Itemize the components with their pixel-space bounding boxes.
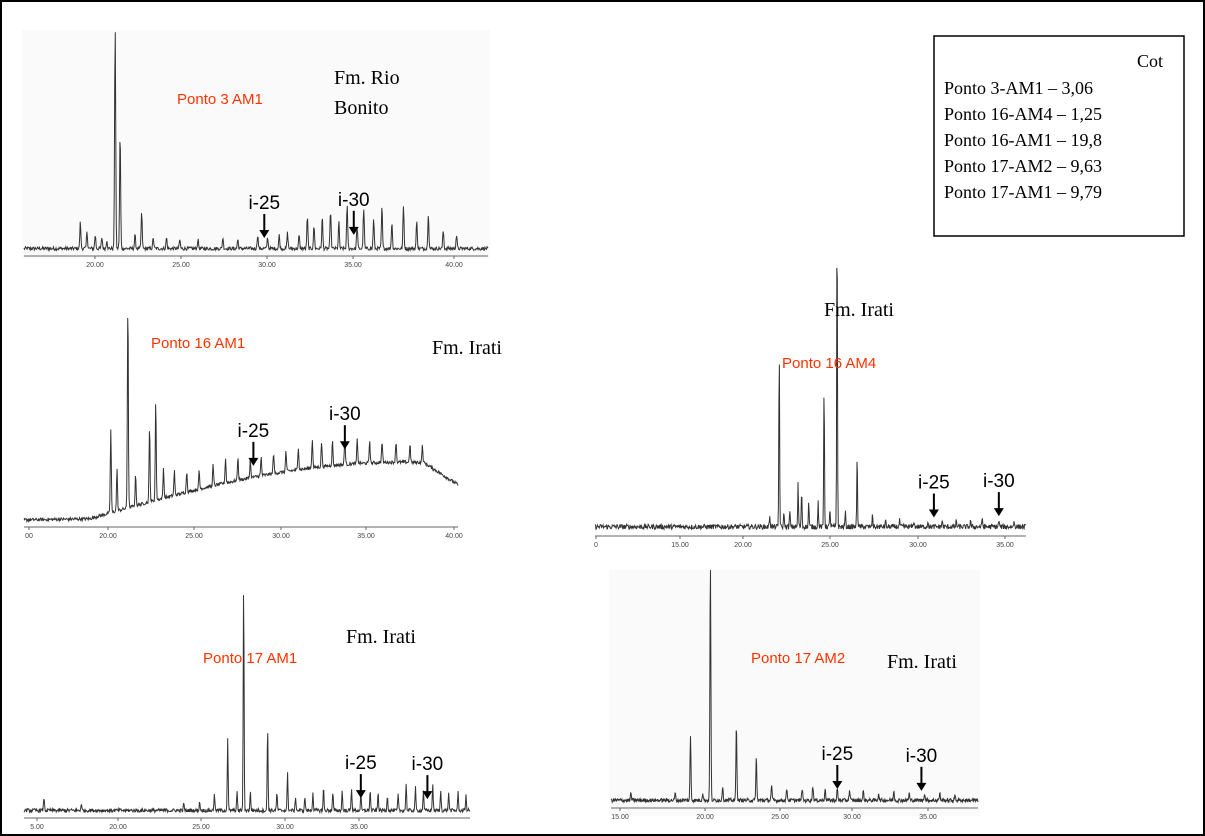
legend-row: Ponto 16-AM1 – 19,8	[944, 130, 1102, 150]
x-tick-label: 25.00	[821, 542, 839, 549]
arrow-head	[355, 790, 366, 799]
legend-row: Ponto 16-AM4 – 1,25	[944, 104, 1102, 124]
arrow-label: i-30	[412, 754, 444, 775]
x-tick-label: 5.00	[30, 824, 44, 831]
arrow-head	[916, 782, 927, 791]
x-tick-label: 35.00	[344, 262, 362, 269]
arrow-label: i-30	[906, 746, 938, 767]
x-tick-label: 20.00	[86, 262, 104, 269]
cot-legend: Cot Ponto 3-AM1 – 3,06 Ponto 16-AM4 – 1,…	[933, 35, 1185, 237]
chromatogram-panel: 15.00 20.00 25.00 30.00 35.00 i-25 i-30	[609, 570, 980, 821]
formation-label: Fm. Irati	[346, 626, 416, 648]
chromatogram-panel: 0 15.00 20.00 25.00 30.00 35.00 i-25 i-30	[594, 267, 1027, 549]
sample-label: Ponto 17 AM2	[751, 650, 845, 667]
x-tick-label: 25.00	[771, 814, 789, 821]
x-tick-label: 15.00	[611, 814, 629, 821]
legend-row: Ponto 17-AM1 – 9,79	[944, 182, 1102, 202]
legend-row: Ponto 17-AM2 – 9,63	[944, 156, 1102, 176]
arrow-label: i-25	[248, 193, 280, 214]
legend-title: Cot	[1137, 51, 1163, 71]
x-tick-label: 35.00	[357, 533, 375, 540]
legend-row: Ponto 3-AM1 – 3,06	[944, 78, 1093, 98]
arrow-head	[993, 508, 1004, 517]
arrow-head	[832, 781, 843, 790]
legend-box	[933, 35, 1185, 237]
sample-label: Ponto 16 AM4	[782, 355, 876, 372]
formation-label: Fm. Rio	[334, 67, 400, 89]
x-tick-label: 30.00	[276, 824, 294, 831]
x-tick-label: 40.00	[445, 262, 463, 269]
arrow-head	[348, 226, 359, 235]
x-tick-label: 20.00	[696, 814, 714, 821]
formation-label: Fm. Irati	[887, 651, 957, 673]
arrow-head	[259, 229, 270, 238]
chromatogram-trace	[23, 32, 489, 253]
arrow-head	[928, 509, 939, 518]
formation-label: Fm. Irati	[824, 299, 894, 321]
sample-label: Ponto 3 AM1	[177, 91, 263, 108]
arrow-head	[248, 457, 259, 466]
formation-label: Bonito	[334, 97, 388, 119]
sample-label: Ponto 17 AM1	[203, 650, 297, 667]
panel-backdrop	[22, 30, 490, 258]
arrow-label: i-30	[338, 190, 370, 211]
x-tick-label: 25.00	[172, 262, 190, 269]
x-tick-label: 15.00	[671, 542, 689, 549]
chromatogram-trace	[23, 317, 459, 524]
x-tick-label: 0	[594, 542, 598, 549]
arrow-head	[422, 791, 433, 800]
x-tick-label: 20.00	[734, 542, 752, 549]
arrow-head	[339, 441, 350, 450]
x-tick-label: 30.00	[843, 814, 861, 821]
panel-backdrop	[609, 570, 980, 816]
x-tick-label: 20.00	[109, 824, 127, 831]
x-tick-label: 20.00	[99, 533, 117, 540]
formation-label: Fm. Irati	[432, 337, 502, 359]
chromatogram-trace	[23, 595, 471, 815]
x-tick-label: 35.00	[996, 542, 1014, 549]
x-tick-label: 25.00	[185, 533, 203, 540]
arrow-label: i-25	[345, 753, 377, 774]
x-tick-label: 30.00	[909, 542, 927, 549]
x-tick-label: 35.00	[919, 814, 937, 821]
arrow-label: i-30	[329, 404, 361, 425]
chromatogram-panel: 20.00 25.00 30.00 35.00 40.00 i-25 i-30	[22, 30, 490, 269]
x-tick-label: 00	[25, 533, 33, 540]
x-tick-label: 40.00	[445, 533, 463, 540]
x-tick-label: 30.00	[258, 262, 276, 269]
arrow-label: i-30	[983, 471, 1015, 492]
chromatogram-panel: 00 20.00 25.00 30.00 35.00 40.00 i-25 i-30	[23, 317, 463, 540]
chromatogram-trace	[594, 267, 1027, 532]
arrow-label: i-25	[918, 473, 950, 494]
arrow-label: i-25	[821, 744, 853, 765]
chromatogram-panel: 5.00 20.00 25.00 30.00 35.00 i-25 i-30	[23, 595, 471, 831]
arrow-label: i-25	[238, 421, 270, 442]
x-tick-label: 30.00	[272, 533, 290, 540]
chromatogram-trace	[610, 570, 979, 805]
sample-label: Ponto 16 AM1	[151, 335, 245, 352]
x-tick-label: 35.00	[350, 824, 368, 831]
x-tick-label: 25.00	[192, 824, 210, 831]
